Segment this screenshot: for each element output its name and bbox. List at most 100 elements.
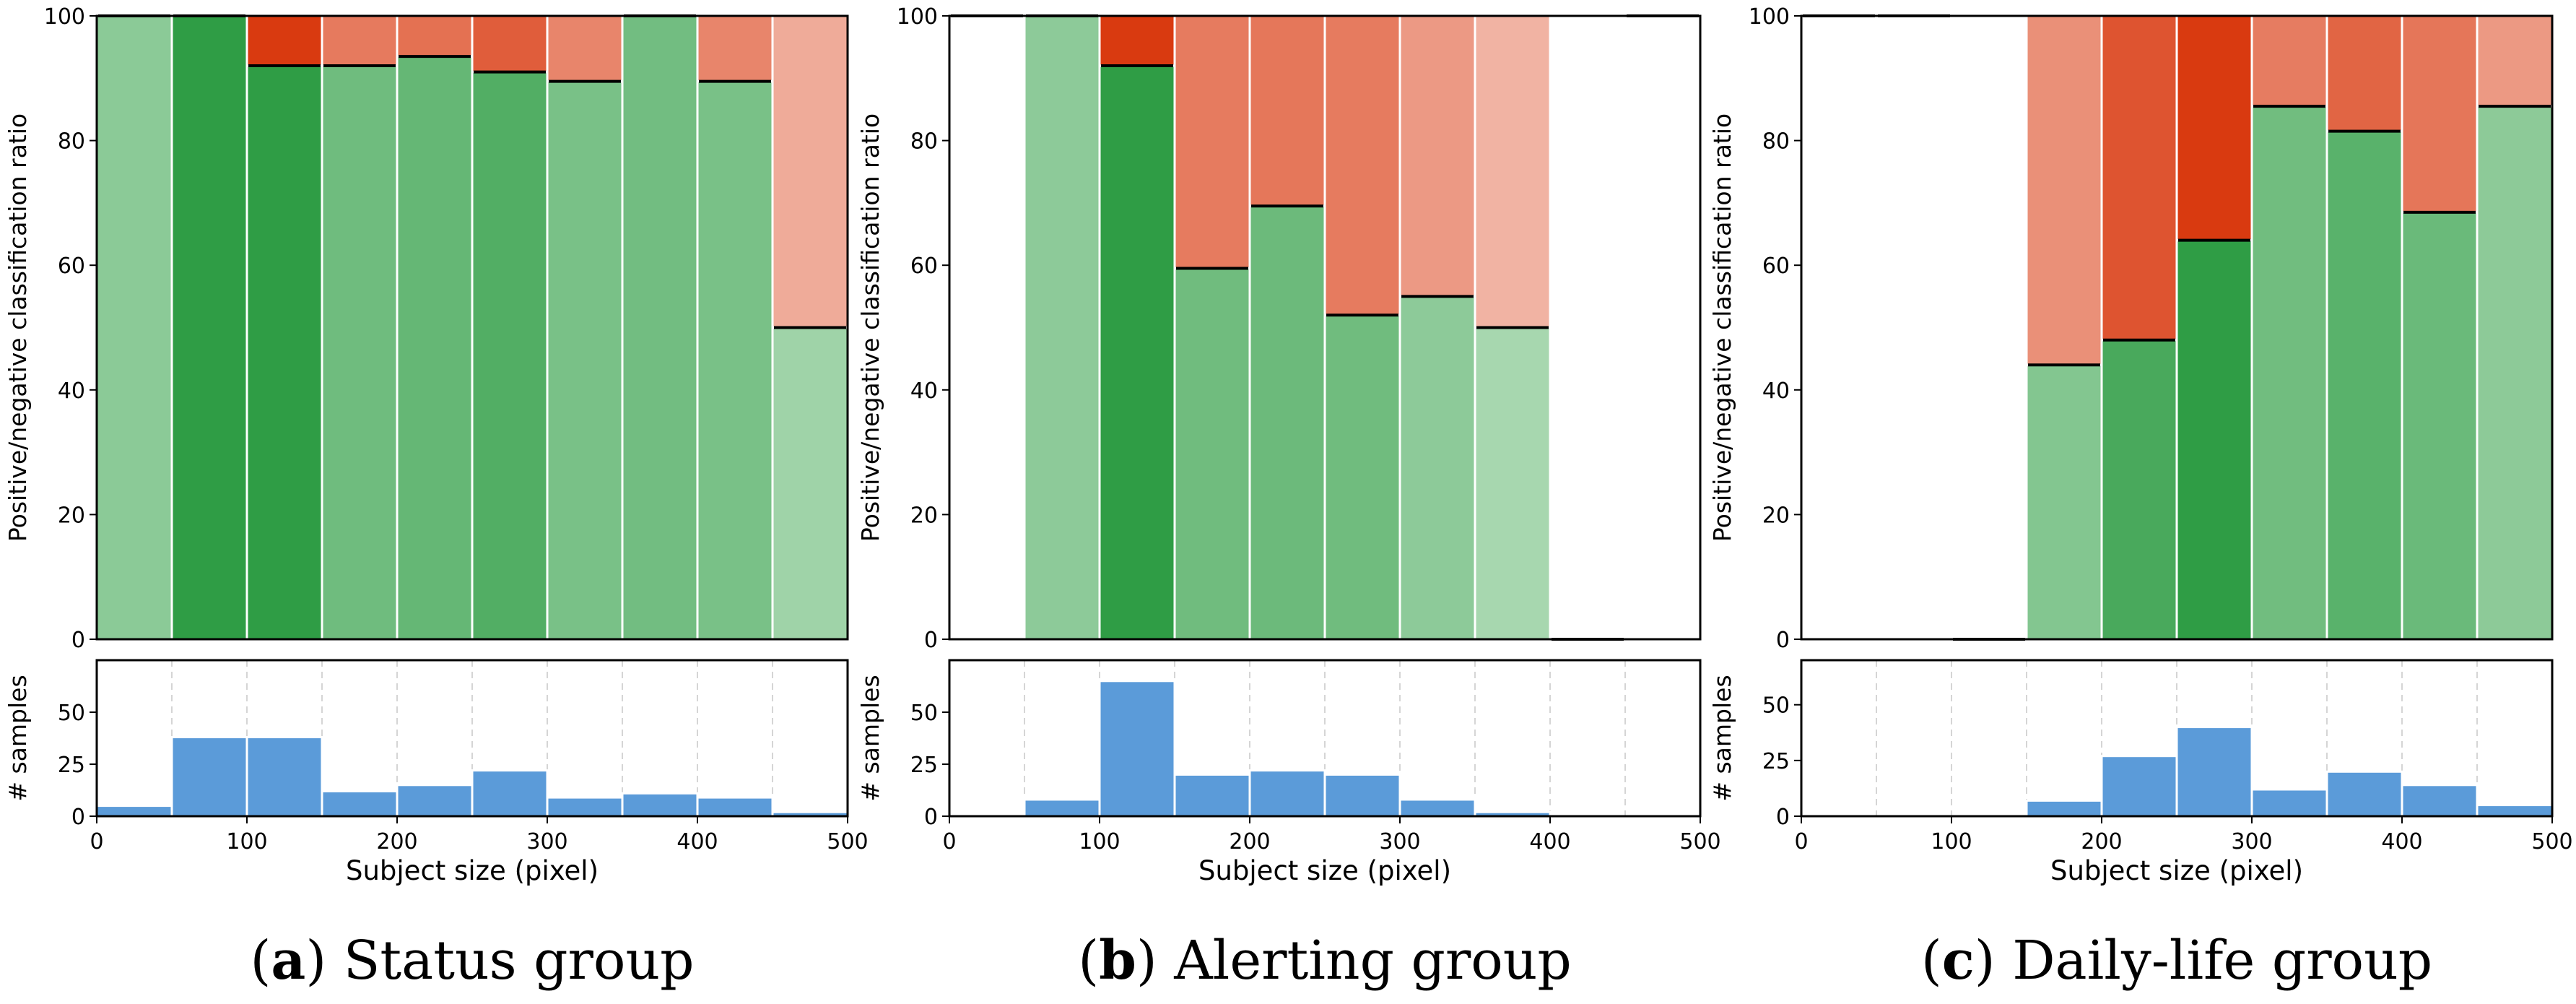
histogram-frame bbox=[95, 659, 849, 818]
y-tick-label: 0 bbox=[924, 805, 938, 830]
caption-open-paren: ( bbox=[1921, 930, 1942, 992]
positive-bar bbox=[2401, 211, 2479, 641]
y-tick-label: 40 bbox=[910, 378, 938, 404]
sample-bar bbox=[95, 805, 173, 818]
samples-histogram: 0 25 50 # samples 0 100 200 300 400 500 Subject si… bbox=[1708, 659, 2573, 886]
positive-bar bbox=[1248, 204, 1326, 641]
negative-bar bbox=[1173, 14, 1251, 270]
sample-bar bbox=[170, 736, 248, 818]
positive-bar bbox=[1023, 14, 1101, 641]
positive-bar bbox=[170, 14, 248, 641]
positive-bar bbox=[1323, 313, 1401, 641]
negative-bar bbox=[2250, 14, 2328, 108]
caption-text: Daily-life group bbox=[2012, 930, 2432, 992]
panel-caption: (a) Status group bbox=[250, 930, 694, 992]
ratio-bin bbox=[621, 14, 699, 641]
negative-bar bbox=[471, 14, 549, 74]
y-tick-label: 80 bbox=[910, 129, 938, 155]
ratio-bin bbox=[546, 14, 624, 641]
panel-b: 0 20 40 60 80 100 Positive/negative classifica… bbox=[856, 4, 1721, 992]
sample-bar bbox=[621, 792, 699, 818]
y-tick-label: 0 bbox=[71, 628, 85, 653]
positive-bar bbox=[396, 55, 474, 641]
negative-bar bbox=[321, 14, 399, 67]
y-axis-label: # samples bbox=[1708, 675, 1736, 801]
ratio-bin bbox=[2250, 14, 2328, 641]
x-tick-label: 500 bbox=[827, 829, 868, 854]
caption-open-paren: ( bbox=[250, 930, 271, 992]
y-tick-label: 60 bbox=[1762, 254, 1790, 279]
ratio-bin bbox=[321, 14, 399, 641]
y-tick-label: 80 bbox=[1762, 129, 1790, 155]
ratio-bin bbox=[2025, 14, 2103, 641]
y-tick-label: 100 bbox=[897, 4, 938, 30]
negative-bar bbox=[2401, 14, 2479, 214]
positive-bar bbox=[621, 14, 699, 641]
y-tick-label: 20 bbox=[910, 503, 938, 528]
ratio-plot-frame bbox=[95, 14, 849, 641]
y-tick-label: 50 bbox=[1762, 693, 1790, 719]
negative-bar bbox=[1323, 14, 1401, 316]
x-tick-label: 200 bbox=[2081, 829, 2122, 854]
y-tick-label: 50 bbox=[910, 701, 938, 726]
y-tick-label: 0 bbox=[924, 628, 938, 653]
positive-bar bbox=[546, 80, 624, 641]
positive-bar bbox=[2175, 239, 2253, 641]
positive-bar bbox=[2100, 339, 2178, 641]
ratio-bin bbox=[170, 14, 248, 641]
x-axis-label: Subject size (pixel) bbox=[346, 855, 599, 886]
ratio-bin bbox=[1023, 14, 1101, 641]
ratio-plot-frame bbox=[948, 14, 1702, 641]
panel-caption: (c) Daily-life group bbox=[1921, 930, 2432, 992]
caption-close-paren: ) bbox=[1975, 930, 2012, 992]
sample-bar bbox=[2250, 788, 2328, 818]
positive-bar bbox=[471, 71, 549, 641]
sample-bar bbox=[396, 784, 474, 818]
x-axis-label: Subject size (pixel) bbox=[2050, 855, 2303, 886]
ratio-bin bbox=[696, 14, 774, 641]
x-tick-label: 300 bbox=[526, 829, 567, 854]
y-axis-label: Positive/negative classification ratio bbox=[856, 113, 884, 542]
ratio-bin bbox=[1173, 14, 1251, 641]
y-tick-label: 20 bbox=[58, 503, 85, 528]
positive-bar bbox=[771, 326, 849, 641]
negative-bar bbox=[396, 14, 474, 58]
sample-bar bbox=[2175, 726, 2253, 818]
caption-letter: b bbox=[1099, 930, 1136, 992]
sample-bar bbox=[321, 789, 399, 818]
caption-open-paren: ( bbox=[1078, 930, 1099, 992]
x-axis-label: Subject size (pixel) bbox=[1198, 855, 1451, 886]
sample-bar bbox=[2025, 799, 2103, 818]
y-tick-label: 40 bbox=[1762, 378, 1790, 404]
panel-a: 0 20 40 60 80 100 Positive/negative classifica… bbox=[4, 4, 869, 992]
negative-bar bbox=[1474, 14, 1552, 329]
sample-bar bbox=[2100, 755, 2178, 818]
histogram-frame bbox=[948, 659, 1702, 818]
ratio-bin bbox=[245, 14, 323, 641]
caption-text: Alerting group bbox=[1173, 930, 1572, 992]
ratio-bin bbox=[771, 14, 849, 641]
y-tick-label: 80 bbox=[58, 129, 85, 155]
positive-bar bbox=[95, 14, 173, 641]
sample-bar bbox=[1173, 773, 1251, 818]
y-axis-label: # samples bbox=[4, 675, 32, 801]
x-tick-label: 300 bbox=[1379, 829, 1420, 854]
y-tick-label: 25 bbox=[1762, 749, 1790, 774]
y-tick-label: 0 bbox=[1776, 628, 1790, 653]
ratio-bin bbox=[1323, 14, 1401, 641]
positive-bar bbox=[2025, 363, 2103, 641]
ratio-bin bbox=[2476, 14, 2554, 641]
positive-bar bbox=[2325, 130, 2403, 641]
positive-bar bbox=[2250, 105, 2328, 641]
positive-bar bbox=[1098, 64, 1176, 641]
negative-bar bbox=[245, 14, 323, 67]
y-tick-label: 25 bbox=[910, 753, 938, 778]
y-tick-label: 60 bbox=[58, 254, 85, 279]
x-tick-label: 500 bbox=[2531, 829, 2572, 854]
y-axis-label: Positive/negative classification ratio bbox=[1708, 113, 1736, 542]
positive-bar bbox=[1173, 267, 1251, 641]
y-tick-label: 0 bbox=[1776, 805, 1790, 830]
histogram-frame bbox=[1800, 659, 2554, 818]
samples-histogram: 0 25 50 # samples 0 100 200 300 400 500 Subject si… bbox=[4, 659, 869, 886]
